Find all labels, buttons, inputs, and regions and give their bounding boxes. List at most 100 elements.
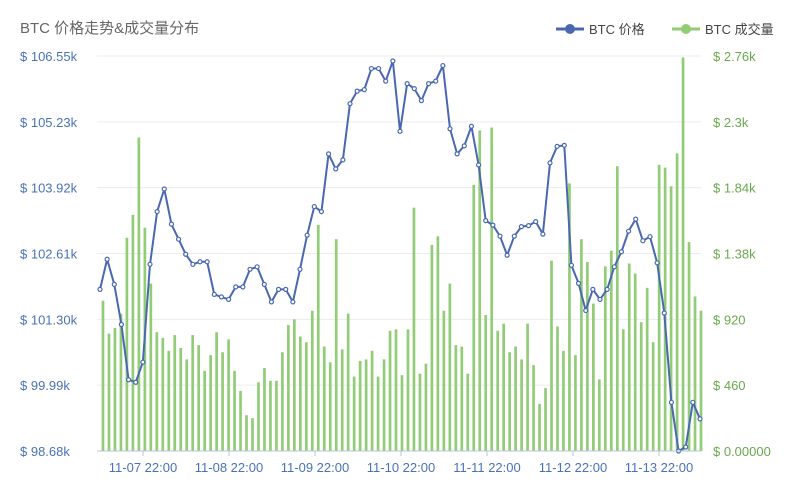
volume-bar — [663, 167, 667, 451]
volume-bar — [502, 323, 506, 451]
volume-bar — [197, 345, 201, 451]
price-point — [411, 86, 417, 92]
price-point — [325, 151, 332, 157]
price-point — [133, 379, 139, 385]
price-point — [404, 80, 410, 87]
price-point — [661, 310, 667, 316]
volume-bar — [287, 325, 290, 451]
volume-bar — [137, 137, 141, 451]
volume-bar — [364, 359, 368, 451]
price-point — [683, 444, 689, 450]
price-point — [604, 286, 610, 292]
x-tick-label: 11-09 22:00 — [281, 460, 349, 475]
price-point — [140, 359, 146, 365]
volume-bar — [370, 350, 374, 451]
volume-bar — [251, 418, 254, 451]
price-point — [497, 233, 503, 239]
price-point — [211, 291, 217, 298]
legend-item-volume[interactable]: BTC 成交量 — [672, 22, 774, 37]
volume-bar — [298, 336, 302, 451]
price-point — [611, 264, 617, 270]
volume-bar — [328, 362, 332, 451]
volume-bar — [161, 337, 165, 451]
price-point — [568, 262, 575, 268]
volume-bar — [508, 352, 511, 451]
price-point — [440, 62, 446, 69]
volume-bar — [424, 363, 428, 451]
price-point — [668, 399, 675, 405]
volume-bar — [657, 164, 661, 451]
volume-bar — [550, 260, 553, 451]
price-point — [318, 208, 325, 215]
price-point — [297, 266, 303, 272]
right-tick-label: $ 0.00000 — [713, 444, 771, 459]
price-point — [397, 128, 403, 134]
volume-bar — [693, 296, 697, 451]
price-point — [590, 286, 596, 292]
price-point — [633, 216, 639, 222]
price-point — [304, 232, 310, 238]
volume-bar — [669, 186, 673, 452]
volume-bar — [125, 237, 129, 451]
price-point — [147, 261, 153, 267]
right-tick-label: $ 2.3k — [713, 115, 749, 130]
left-axis-ticks: $ 106.55k $ 105.23k $ 103.92k $ 102.61k $ 10… — [20, 49, 78, 459]
left-tick-label: $ 106.55k — [20, 49, 78, 64]
price-point — [240, 284, 246, 290]
volume-bar — [263, 367, 266, 451]
volume-bar — [352, 376, 356, 451]
legend[interactable]: BTC 价格 BTC 成交量 — [556, 22, 774, 37]
volume-bar — [269, 380, 272, 451]
price-point — [233, 284, 239, 290]
volume-bar — [466, 373, 470, 451]
volume-bar — [388, 330, 392, 451]
price-point — [418, 98, 425, 104]
price-point — [697, 416, 703, 422]
volume-bar — [639, 322, 643, 451]
price-point — [561, 142, 567, 148]
volume-bar — [358, 360, 362, 451]
volume-bar — [293, 319, 296, 451]
volume-bar — [119, 313, 123, 451]
price-point — [433, 78, 439, 84]
volume-bar — [430, 244, 434, 451]
price-point — [104, 256, 110, 262]
price-point — [361, 87, 367, 93]
volume-bar — [436, 236, 440, 451]
right-axis-ticks: $ 2.76k $ 2.3k $ 1.84k $ 1.38k $ 920 $ 460 $ 0… — [713, 49, 771, 459]
price-point — [118, 321, 125, 328]
volume-bar — [538, 403, 541, 451]
price-point — [275, 286, 282, 292]
volume-bar — [609, 250, 613, 451]
x-tick-label: 11-12 22:00 — [539, 460, 607, 475]
price-point — [183, 251, 189, 257]
price-point — [168, 221, 175, 227]
legend-price-marker — [565, 24, 575, 34]
volume-bar — [239, 390, 242, 451]
volume-bar — [334, 239, 338, 451]
volume-bar — [376, 376, 380, 451]
price-point — [525, 223, 532, 229]
price-point — [204, 259, 210, 265]
price-point — [190, 261, 196, 267]
price-point — [283, 286, 289, 292]
price-point — [161, 186, 167, 192]
legend-item-price[interactable]: BTC 价格 — [556, 22, 645, 37]
price-line-group — [97, 58, 703, 454]
price-point — [490, 222, 496, 228]
price-point — [154, 208, 160, 215]
left-tick-label: $ 101.30k — [20, 312, 78, 327]
volume-bar — [322, 346, 326, 451]
x-axis: 11-07 22:00 11-08 22:00 11-09 22:00 11-10 2… — [97, 450, 701, 475]
left-tick-label: $ 105.23k — [20, 115, 78, 130]
price-point — [197, 259, 203, 265]
volume-bar — [586, 262, 589, 451]
x-tick-label: 11-13 22:00 — [625, 460, 693, 475]
price-point — [175, 236, 182, 242]
volume-bar — [448, 283, 452, 451]
price-point — [290, 299, 296, 305]
left-tick-label: $ 102.61k — [20, 247, 78, 262]
price-point — [618, 249, 625, 255]
price-point — [654, 260, 660, 266]
